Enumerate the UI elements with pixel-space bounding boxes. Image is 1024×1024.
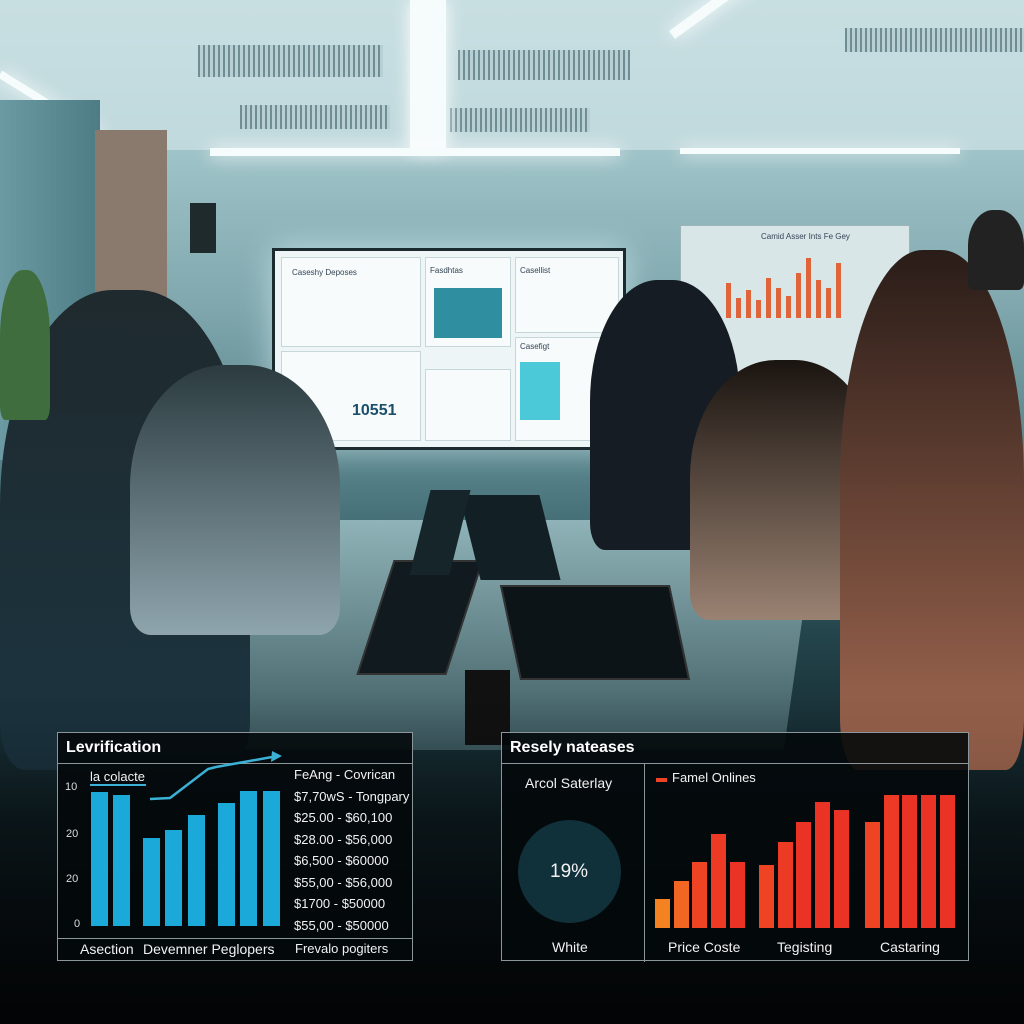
bar (939, 795, 955, 928)
person-masked (130, 365, 340, 635)
y-tick: 0 (74, 918, 81, 930)
range-item: $55,00 - $56,000 (294, 874, 393, 890)
y-tick: 20 (66, 873, 79, 885)
legend-line (90, 784, 146, 786)
legend-swatch (656, 778, 667, 782)
ceiling-light (680, 148, 960, 154)
bar (188, 815, 205, 926)
bar (921, 795, 937, 928)
ceiling-vent (458, 50, 630, 80)
wall-speaker (190, 203, 216, 253)
y-tick: 20 (66, 828, 79, 840)
display-number: 10551 (352, 402, 397, 419)
wall-chart-bar (806, 258, 811, 318)
ceiling-light (210, 148, 620, 156)
chart-legend: la colacte (90, 769, 145, 784)
bar (729, 861, 745, 928)
range-item: $28.00 - $56,000 (294, 831, 393, 847)
ceiling-vent (240, 105, 390, 129)
display-header: Fasdhtas (430, 266, 463, 275)
ceiling-light (410, 0, 446, 150)
wall-chart-bar (726, 283, 731, 318)
bar (711, 833, 727, 928)
wall-display: Caseshy Deposes Fasdhtas Casellist 10551… (272, 248, 626, 450)
bar (655, 898, 670, 928)
bar (143, 837, 160, 926)
person-background (968, 210, 1024, 290)
bar (759, 865, 774, 928)
wall-chart-bar (796, 273, 801, 318)
wall-chart-bar (736, 298, 741, 318)
gauge-title: Arcol Saterlay (525, 775, 613, 791)
bar (796, 821, 812, 928)
group-label: Tegisting (777, 939, 833, 955)
wall-chart-bar (816, 280, 821, 318)
bar (113, 795, 130, 926)
wall-chart-bar (836, 263, 841, 318)
wall-chart-bar (776, 288, 781, 318)
bar (692, 861, 708, 928)
bar (883, 795, 899, 928)
wall-chart-bar (756, 300, 761, 318)
display-header: Casellist (520, 266, 551, 275)
range-item: $1700 - $50000 (294, 896, 386, 911)
bar (673, 881, 689, 928)
footer-label: Devemner Peglopers (143, 941, 275, 957)
bar (865, 821, 880, 928)
display-header: Caseshy Deposes (292, 268, 357, 277)
laptop (499, 585, 691, 680)
y-tick: 10 (65, 781, 78, 793)
bar (218, 802, 235, 926)
bar (240, 790, 257, 926)
bar (902, 795, 918, 928)
wall-chart-bar (786, 296, 791, 318)
range-item: $7,70wS - Tongpary (294, 788, 410, 804)
group-label: Price Coste (668, 939, 741, 955)
right-stats-panel: Resely nateases Arcol Saterlay 19% White… (501, 732, 969, 962)
trend-arrow (149, 751, 282, 801)
bar (777, 841, 793, 928)
range-item: FeAng - Covrican (294, 767, 396, 782)
bar (815, 801, 831, 928)
gauge-label: White (552, 939, 588, 955)
wall-chart-bar (766, 278, 771, 318)
panel-title: Resely nateases (510, 739, 635, 756)
person-background (0, 270, 50, 420)
range-item: $25.00 - $60,100 (294, 810, 393, 825)
bar (91, 792, 108, 926)
bar (263, 790, 280, 926)
group-label: Castaring (880, 939, 940, 955)
display-header: Casefigt (520, 342, 550, 351)
wall-chart-title: Camid Asser Ints Fe Gey (761, 232, 850, 241)
range-item: $55,00 - $50000 (294, 917, 389, 933)
left-stats-panel: Levrification la colacte 10 20 20 0 FeAn… (57, 732, 413, 961)
bar (165, 830, 182, 926)
person-right-foreground (840, 250, 1024, 770)
wall-chart-bar (746, 290, 751, 318)
wall-chart-bar (826, 288, 831, 318)
range-item: $6,500 - $60000 (294, 853, 389, 868)
gauge-circle (518, 820, 621, 923)
footer-label: Asection (80, 941, 134, 957)
chart-legend: Famel Onlines (672, 770, 756, 785)
ceiling-vent (198, 45, 383, 77)
ceiling-vent (450, 108, 590, 132)
footer-label: Frevalo pogiters (295, 941, 389, 956)
gauge-value: 19% (550, 861, 589, 882)
bar (833, 809, 849, 928)
panel-title: Levrification (66, 739, 162, 756)
ceiling-vent (845, 28, 1024, 52)
